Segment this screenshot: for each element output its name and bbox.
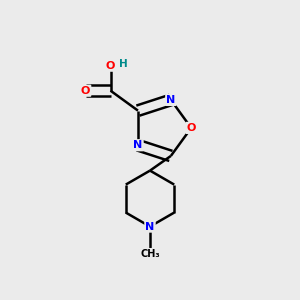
- Text: O: O: [187, 123, 196, 133]
- Text: O: O: [106, 61, 115, 71]
- Text: H: H: [118, 59, 127, 69]
- Text: CH₃: CH₃: [140, 249, 160, 259]
- Text: O: O: [81, 86, 90, 96]
- Text: N: N: [133, 140, 142, 150]
- Text: N: N: [146, 222, 154, 232]
- Text: N: N: [166, 95, 176, 105]
